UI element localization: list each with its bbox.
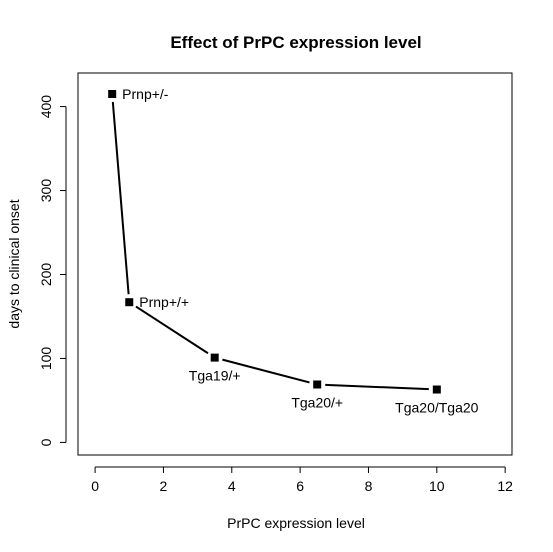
point-labels: Prnp+/- Prnp+/+ Tga19/+ Tga20/+ Tga20/Tga20: [122, 86, 478, 416]
x-axis: 0 2 4 6 8 10 12: [91, 466, 513, 494]
plot-area-frame: [77, 72, 513, 456]
y-tick-label: 300: [38, 179, 54, 203]
y-tick-label: 400: [38, 95, 54, 119]
y-tick-label: 200: [38, 263, 54, 287]
point-label: Prnp+/-: [122, 86, 169, 102]
x-tick-label: 0: [91, 478, 99, 494]
series-segment: [111, 101, 130, 295]
y-tick-label: 0: [38, 438, 54, 446]
series-segment: [222, 358, 310, 384]
point-label: Tga20/Tga20: [395, 400, 478, 416]
x-tick-label: 10: [429, 478, 445, 494]
x-axis-label: PrPC expression level: [227, 515, 365, 531]
data-point: [210, 353, 219, 362]
y-axis-label: days to clinical onset: [6, 199, 22, 328]
x-tick-label: 12: [497, 478, 513, 494]
data-point: [108, 89, 117, 98]
point-label: Tga19/+: [189, 368, 241, 384]
point-label: Prnp+/+: [139, 294, 189, 310]
x-tick-label: 4: [228, 478, 236, 494]
x-tick-label: 2: [160, 478, 168, 494]
y-axis: 0 100 200 300 400: [38, 95, 67, 446]
series-segment: [325, 383, 429, 391]
data-point: [313, 380, 322, 389]
data-point: [432, 385, 441, 394]
x-tick-label: 8: [365, 478, 373, 494]
chart-title: Effect of PrPC expression level: [170, 33, 421, 52]
point-label: Tga20/+: [291, 394, 343, 410]
data-point: [125, 298, 134, 307]
y-tick-label: 100: [38, 347, 54, 371]
series-segment: [135, 305, 209, 355]
x-tick-label: 6: [296, 478, 304, 494]
data-series: [108, 89, 441, 394]
